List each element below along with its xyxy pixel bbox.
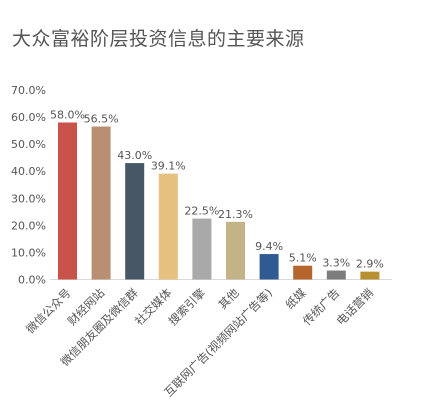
data-label: 21.3% <box>218 208 253 221</box>
bar <box>58 122 77 280</box>
category-label: 电话营销 <box>334 286 376 328</box>
bar <box>326 270 346 280</box>
data-label: 56.5% <box>84 113 119 126</box>
bar <box>226 221 245 280</box>
bar <box>91 126 111 280</box>
bar <box>192 218 212 280</box>
bar <box>125 163 145 280</box>
data-label: 2.9% <box>356 258 384 271</box>
data-label: 22.5% <box>184 205 219 218</box>
bar <box>293 265 313 280</box>
y-tick-label: 50.0% <box>11 138 46 151</box>
y-tick-label: 60.0% <box>11 111 46 124</box>
category-label: 其他 <box>215 285 242 312</box>
bar <box>360 271 380 280</box>
data-label: 43.0% <box>117 149 152 162</box>
category-label: 搜索引擎 <box>166 285 209 328</box>
y-tick-label: 30.0% <box>11 192 46 205</box>
category-label: 纸媒 <box>283 285 310 312</box>
category-label: 微信公众号 <box>23 286 74 337</box>
y-tick-label: 40.0% <box>11 165 46 178</box>
y-tick-label: 0.0% <box>18 274 46 287</box>
bar <box>259 254 279 280</box>
data-label: 9.4% <box>255 240 283 253</box>
y-tick-label: 20.0% <box>11 219 46 232</box>
data-label: 58.0% <box>50 108 85 121</box>
data-label: 3.3% <box>322 257 350 270</box>
data-label: 5.1% <box>289 252 317 265</box>
y-tick-label: 70.0% <box>11 84 46 97</box>
data-label: 39.1% <box>151 160 186 173</box>
bar <box>158 173 178 280</box>
chart-title: 大众富裕阶层投资信息的主要来源 <box>12 28 305 50</box>
y-tick-label: 10.0% <box>11 246 46 259</box>
